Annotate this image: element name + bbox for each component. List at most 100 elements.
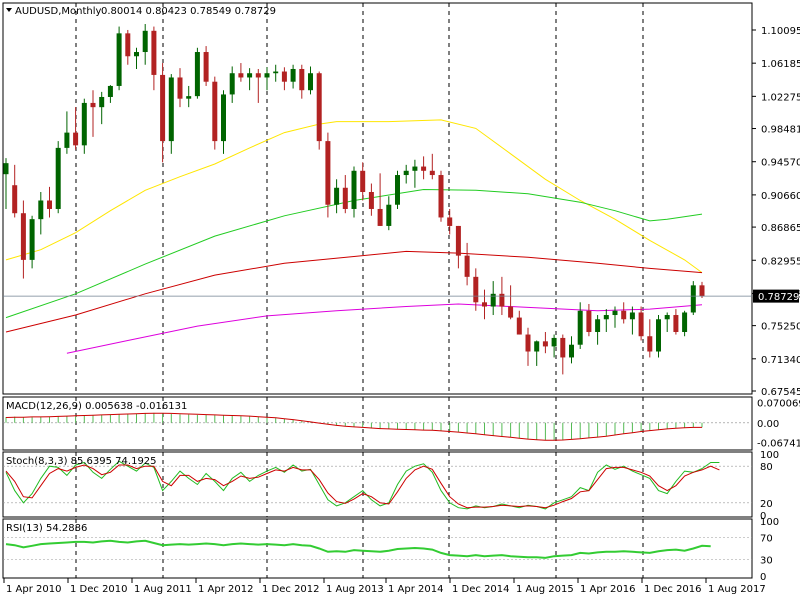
candle-body	[464, 255, 470, 277]
moving-averages	[5, 119, 703, 354]
ma-yellow-line	[5, 119, 703, 274]
candle-body	[395, 175, 400, 205]
candle-body	[403, 170, 409, 176]
candle-body	[490, 293, 496, 307]
macd-header: MACD(12,26,9) 0.005638 -0.016131	[6, 401, 187, 412]
candle-body	[55, 147, 61, 209]
candlesticks	[3, 24, 705, 375]
candle-body	[160, 74, 166, 142]
rsi-tick-label: 0	[760, 572, 766, 583]
candle-body	[229, 73, 235, 95]
price-tick-label: 0.75250	[761, 322, 800, 333]
time-tick-label: 1 Apr 2014	[388, 584, 443, 595]
candle-body	[255, 73, 261, 78]
price-tick-label: 0.90660	[761, 191, 800, 202]
stoch-header: Stoch(8,3,3) 85.6395 74.1925	[6, 456, 157, 467]
candle-body	[516, 317, 522, 335]
candle-body	[221, 94, 226, 142]
candle-body	[482, 302, 487, 307]
macd-tick-label: -0.067416	[757, 438, 800, 449]
time-tick-label: 1 Dec 2016	[644, 584, 702, 595]
candle-body	[151, 30, 157, 75]
candle-body	[673, 315, 679, 332]
stoch-d-line	[5, 464, 720, 509]
stoch-tick-label: 100	[760, 450, 779, 461]
candle-body	[638, 312, 644, 337]
candle-body	[90, 102, 96, 108]
candle-body	[664, 315, 670, 320]
time-tick-label: 1 Aug 2015	[516, 584, 574, 595]
stoch-tick-label: 0	[760, 511, 766, 522]
candle-body	[586, 310, 592, 332]
candle-body	[81, 102, 87, 146]
time-tick-label: 1 Apr 2010	[6, 584, 61, 595]
stoch-tick-label: 20	[760, 499, 773, 510]
candle-body	[168, 77, 174, 142]
ma-green-line	[5, 188, 703, 319]
candle-body	[177, 77, 183, 99]
candle-body	[360, 170, 366, 193]
candle-body	[386, 204, 392, 226]
candle-body	[595, 319, 601, 332]
candle-body	[499, 293, 505, 307]
candle-body	[699, 285, 705, 297]
price-tick-label: 0.71340	[761, 355, 800, 366]
time-tick-label: 1 Aug 2013	[326, 584, 384, 595]
price-tick-label: 0.82955	[761, 256, 800, 267]
current-price-label: 0.78729	[758, 292, 799, 303]
candle-body	[569, 344, 574, 358]
candle-body	[551, 337, 557, 347]
ma-red-line	[5, 250, 703, 333]
candle-body	[508, 306, 514, 318]
rsi-tick-label: 70	[760, 534, 773, 545]
candle-body	[264, 73, 270, 78]
candle-body	[3, 163, 9, 175]
candle-body	[64, 132, 70, 148]
current-price-box	[753, 289, 799, 303]
ohlc-header: 0.80014 0.80423 0.78549 0.78729	[101, 6, 276, 17]
rsi-tick-label: 30	[760, 556, 773, 567]
candle-body	[621, 310, 627, 320]
macd-panel-frame	[2, 396, 753, 451]
candle-body	[682, 312, 688, 332]
candle-body	[412, 166, 418, 171]
candle-body	[368, 192, 374, 209]
candle-body	[438, 175, 444, 218]
candle-body	[47, 200, 52, 209]
price-tick-label: 0.67545	[761, 387, 800, 398]
time-tick-label: 1 Dec 2014	[452, 584, 510, 595]
candle-body	[12, 185, 18, 214]
candle-body	[325, 141, 331, 205]
rsi-series: 100 70 30 0	[3, 517, 779, 583]
candle-body	[273, 71, 279, 74]
rsi-panel-frame	[2, 518, 753, 579]
candle-body	[186, 96, 192, 99]
symbol-header: AUDUSD,Monthly	[15, 6, 102, 17]
candle-body	[299, 68, 305, 91]
time-tick-label: 1 Dec 2012	[262, 584, 320, 595]
candle-body	[612, 310, 618, 316]
dropdown-triangle-icon[interactable]	[6, 8, 12, 12]
candle-body	[238, 73, 244, 78]
candle-body	[542, 341, 548, 347]
time-tick-label: 1 Aug 2011	[134, 584, 192, 595]
price-tick-label: 1.10095	[761, 26, 800, 37]
candle-body	[125, 33, 131, 57]
macd-tick-label: 0.070069	[757, 398, 800, 409]
candle-body	[421, 166, 427, 171]
time-tick-label: 1 Apr 2016	[580, 584, 635, 595]
price-tick-label: 1.02275	[761, 92, 800, 103]
stoch-panel-frame	[2, 451, 753, 518]
candle-body	[603, 315, 609, 320]
candle-body	[429, 170, 435, 176]
rsi-tick-label: 100	[760, 517, 779, 528]
macd-signal-line	[5, 412, 702, 441]
price-tick-label: 0.98481	[761, 125, 800, 136]
candle-body	[534, 341, 540, 352]
candle-body	[116, 33, 122, 86]
candle-body	[656, 319, 661, 352]
candle-body	[73, 132, 79, 146]
candle-body	[107, 85, 113, 97]
